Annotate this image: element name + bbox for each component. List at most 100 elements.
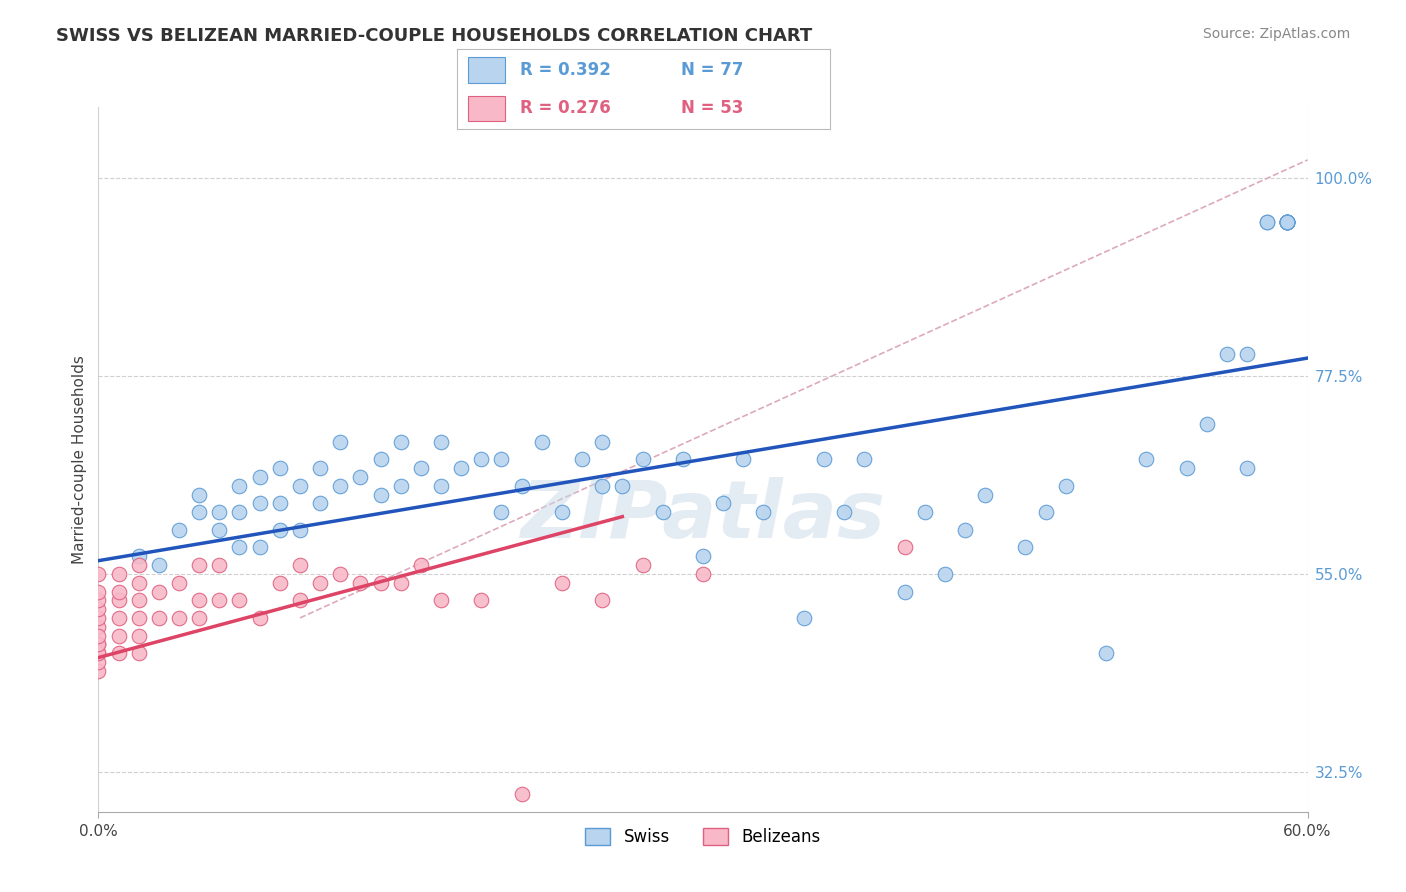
Point xyxy=(188,558,211,573)
Point xyxy=(167,523,190,537)
Point xyxy=(450,461,472,475)
Point xyxy=(1195,417,1218,431)
Point xyxy=(167,575,190,590)
Text: Source: ZipAtlas.com: Source: ZipAtlas.com xyxy=(1202,27,1350,41)
Point xyxy=(329,566,352,581)
Text: SWISS VS BELIZEAN MARRIED-COUPLE HOUSEHOLDS CORRELATION CHART: SWISS VS BELIZEAN MARRIED-COUPLE HOUSEHO… xyxy=(56,27,813,45)
Point xyxy=(228,541,250,555)
Point xyxy=(571,452,593,467)
Point xyxy=(409,461,432,475)
Point xyxy=(309,461,332,475)
Point xyxy=(208,523,231,537)
Point xyxy=(591,479,613,493)
Point xyxy=(87,655,110,669)
Point xyxy=(430,434,453,449)
Point xyxy=(1175,461,1198,475)
Point xyxy=(1256,214,1278,228)
Point xyxy=(87,584,110,599)
Point xyxy=(1236,461,1258,475)
Point xyxy=(128,611,150,625)
Text: ZIPatlas: ZIPatlas xyxy=(520,476,886,555)
Point xyxy=(470,452,492,467)
Point xyxy=(87,664,110,678)
Point xyxy=(128,575,150,590)
Point xyxy=(409,558,432,573)
Point xyxy=(853,452,876,467)
Point xyxy=(269,523,291,537)
Point xyxy=(651,505,673,519)
Point xyxy=(389,434,412,449)
Point xyxy=(370,575,392,590)
Point xyxy=(672,452,695,467)
Point xyxy=(1014,541,1036,555)
Point xyxy=(1095,646,1118,660)
Point xyxy=(1236,346,1258,360)
Point xyxy=(914,505,936,519)
Point xyxy=(87,637,110,651)
Point xyxy=(288,479,311,493)
Point xyxy=(370,452,392,467)
Point xyxy=(87,566,110,581)
Point xyxy=(510,787,533,801)
Point xyxy=(148,558,170,573)
Text: R = 0.276: R = 0.276 xyxy=(520,100,612,118)
Text: R = 0.392: R = 0.392 xyxy=(520,61,612,78)
Point xyxy=(288,523,311,537)
Point xyxy=(510,479,533,493)
Bar xyxy=(468,57,505,83)
Point xyxy=(832,505,855,519)
Point xyxy=(551,505,574,519)
Point xyxy=(893,541,915,555)
Point xyxy=(107,646,129,660)
Point xyxy=(813,452,835,467)
Point xyxy=(107,566,129,581)
Point xyxy=(87,646,110,660)
Point xyxy=(249,496,271,510)
Point xyxy=(249,541,271,555)
Point xyxy=(128,549,150,564)
Point xyxy=(228,505,250,519)
Point xyxy=(228,479,250,493)
Point xyxy=(167,611,190,625)
Point xyxy=(1277,214,1299,228)
Point xyxy=(430,593,453,607)
Point xyxy=(591,434,613,449)
Point xyxy=(87,637,110,651)
Point xyxy=(188,505,211,519)
Point xyxy=(269,461,291,475)
Point xyxy=(752,505,775,519)
Point xyxy=(249,470,271,484)
Point xyxy=(1277,214,1299,228)
Point xyxy=(208,593,231,607)
Point xyxy=(1277,214,1299,228)
Point xyxy=(551,575,574,590)
Point xyxy=(269,575,291,590)
Point xyxy=(893,584,915,599)
Point xyxy=(107,628,129,642)
Point xyxy=(631,558,654,573)
Point xyxy=(309,496,332,510)
Point xyxy=(128,558,150,573)
Point xyxy=(1216,346,1239,360)
Point xyxy=(87,602,110,616)
Point xyxy=(349,575,371,590)
Point xyxy=(128,593,150,607)
Legend: Swiss, Belizeans: Swiss, Belizeans xyxy=(579,822,827,853)
Point xyxy=(733,452,755,467)
Point xyxy=(288,558,311,573)
Point xyxy=(953,523,976,537)
Point xyxy=(87,646,110,660)
Point xyxy=(269,496,291,510)
Point xyxy=(128,646,150,660)
Point xyxy=(530,434,553,449)
Point xyxy=(329,434,352,449)
Point xyxy=(974,487,997,501)
Text: N = 77: N = 77 xyxy=(681,61,742,78)
Point xyxy=(87,628,110,642)
Point xyxy=(208,505,231,519)
Point xyxy=(389,575,412,590)
Point xyxy=(1277,214,1299,228)
Point xyxy=(1054,479,1077,493)
Point xyxy=(389,479,412,493)
Point xyxy=(1035,505,1057,519)
